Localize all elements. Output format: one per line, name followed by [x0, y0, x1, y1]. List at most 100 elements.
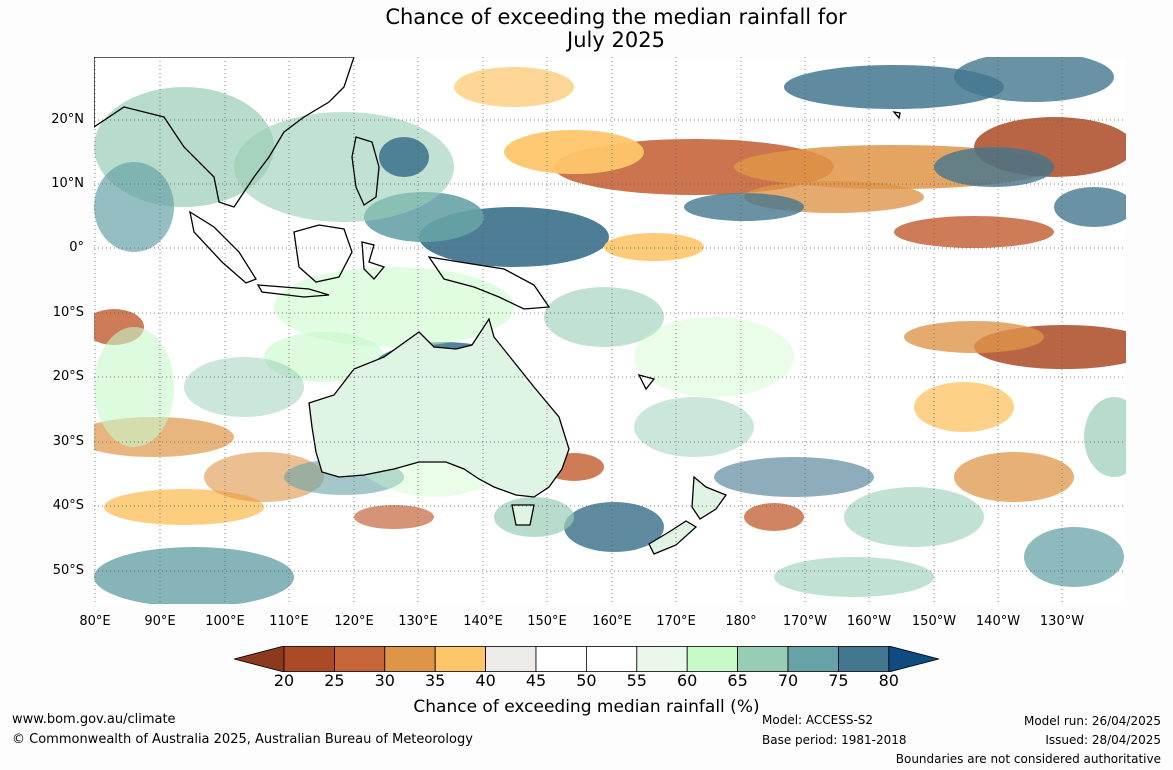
colorbar-segment [535, 646, 587, 672]
colorbar-tick-label: 20 [273, 671, 295, 690]
colorbar-high-arrow [888, 646, 939, 672]
colorbar-tick-label: 35 [425, 671, 446, 690]
probability-patch [1084, 397, 1126, 477]
longitude-label: 90°E [144, 614, 176, 629]
longitude-label: 100°E [205, 614, 245, 629]
longitude-label: 80°E [79, 614, 111, 629]
colorbar-tick-label: 60 [677, 671, 698, 690]
coastline [189, 210, 257, 284]
probability-patch [104, 489, 264, 525]
coastline [648, 520, 698, 555]
probability-patch [274, 267, 514, 347]
colorbar-segment [334, 646, 386, 672]
colorbar-low-arrow [234, 646, 285, 672]
coastline [94, 57, 355, 208]
latitude-label: 20°N [51, 112, 84, 127]
probability-patch [954, 452, 1074, 502]
probability-patch [504, 130, 644, 174]
coastline [351, 136, 380, 206]
probability-patch [94, 327, 174, 447]
colorbar-label: Chance of exceeding median rainfall (%) [413, 697, 760, 717]
longitude-label: 140°W [975, 614, 1021, 629]
longitude-label: 160°E [592, 614, 632, 629]
latitude-label: 30°S [52, 434, 84, 449]
probability-patch [1054, 187, 1126, 227]
colorbar-segment [686, 646, 739, 672]
probability-patch [544, 287, 664, 347]
probability-patch [784, 65, 1004, 109]
probability-patch [684, 193, 804, 221]
colorbar-tick-label: 80 [878, 671, 899, 690]
colorbar-segment [283, 646, 335, 672]
base-period: Base period: 1981-2018 [762, 733, 907, 747]
longitude-label: 130°E [398, 614, 438, 629]
coastline [892, 111, 901, 120]
longitude-label: 150°E [527, 614, 567, 629]
colorbar-segment [485, 646, 537, 672]
colorbar-segment [737, 646, 789, 672]
longitude-label: 130°W [1039, 614, 1085, 629]
probability-patch [564, 502, 664, 552]
boundaries-disclaimer: Boundaries are not considered authoritat… [895, 752, 1161, 766]
colorbar-segment [636, 646, 688, 672]
colorbar-segment [787, 646, 839, 672]
map-subtitle: July 2025 [567, 28, 665, 52]
longitude-label: 170°W [782, 614, 828, 629]
probability-patch [904, 321, 1044, 353]
latitude-label: 10°N [51, 176, 84, 191]
probability-patch [914, 382, 1014, 432]
latitude-label: 40°S [52, 498, 84, 513]
colorbar [234, 646, 939, 672]
latitude-label: 50°S [52, 563, 84, 578]
probability-patch [744, 503, 804, 531]
probability-patch [934, 147, 1054, 187]
probability-patch [494, 497, 574, 537]
longitude-label: 140°E [463, 614, 503, 629]
coastline [427, 256, 551, 310]
colorbar-tick-label: 70 [777, 671, 799, 690]
website-link[interactable]: www.bom.gov.au/climate [12, 712, 176, 727]
coastline [293, 224, 353, 283]
colorbar-tick-label: 55 [626, 671, 647, 690]
copyright-text: © Commonwealth of Australia 2025, Austra… [12, 732, 473, 747]
colorbar-segment [585, 646, 638, 672]
probability-patch [454, 67, 574, 107]
longitude-label: 180° [725, 614, 757, 629]
probability-patch [634, 317, 794, 397]
latitude-label: 0° [69, 240, 84, 255]
probability-patch [604, 233, 704, 261]
colorbar-tick-label: 75 [828, 671, 849, 690]
latitude-label: 20°S [52, 369, 84, 384]
coastline [361, 241, 386, 280]
probability-patch [1024, 527, 1124, 587]
coastline [256, 284, 330, 298]
map-title: Chance of exceeding the median rainfall … [385, 5, 847, 29]
colorbar-tick-label: 65 [727, 671, 748, 690]
model-name: Model: ACCESS-S2 [762, 713, 874, 727]
probability-patch [379, 137, 429, 177]
longitude-label: 160°W [846, 614, 892, 629]
coastline [308, 317, 570, 498]
colorbar-tick-label: 45 [525, 671, 547, 690]
probability-patch [634, 397, 754, 457]
colorbar-tick-label: 30 [374, 671, 395, 690]
probability-patch [184, 357, 304, 417]
longitude-label: 170°E [656, 614, 696, 629]
probability-patch [894, 216, 1054, 248]
probability-field [94, 57, 1126, 604]
issued-date: Issued: 28/04/2025 [1045, 733, 1161, 747]
colorbar-tick-label: 25 [324, 671, 345, 690]
probability-patch [354, 505, 434, 529]
coastline [511, 504, 535, 526]
longitude-label: 150°W [911, 614, 957, 629]
land-masses [94, 57, 901, 555]
probability-patch [94, 162, 174, 252]
colorbar-tick-label: 50 [576, 671, 597, 690]
probability-patch [94, 547, 294, 604]
probability-patch [204, 452, 324, 502]
colorbar-segment [434, 646, 486, 672]
rainfall-map-svg [94, 57, 1126, 604]
colorbar-tick-label: 40 [475, 671, 496, 690]
coastline [691, 475, 728, 520]
probability-patch [954, 57, 1114, 102]
